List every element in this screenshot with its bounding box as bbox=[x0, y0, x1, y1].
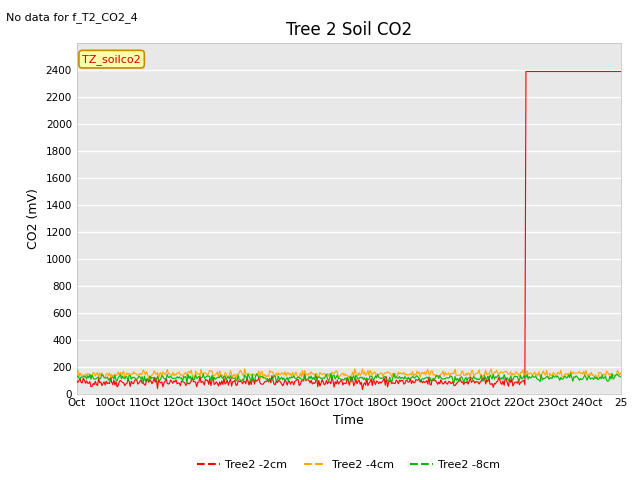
X-axis label: Time: Time bbox=[333, 414, 364, 427]
Legend: Tree2 -2cm, Tree2 -4cm, Tree2 -8cm: Tree2 -2cm, Tree2 -4cm, Tree2 -8cm bbox=[193, 455, 504, 474]
Text: No data for f_T2_CO2_4: No data for f_T2_CO2_4 bbox=[6, 12, 138, 23]
Text: TZ_soilco2: TZ_soilco2 bbox=[82, 54, 141, 65]
Title: Tree 2 Soil CO2: Tree 2 Soil CO2 bbox=[285, 21, 412, 39]
Y-axis label: CO2 (mV): CO2 (mV) bbox=[27, 188, 40, 249]
